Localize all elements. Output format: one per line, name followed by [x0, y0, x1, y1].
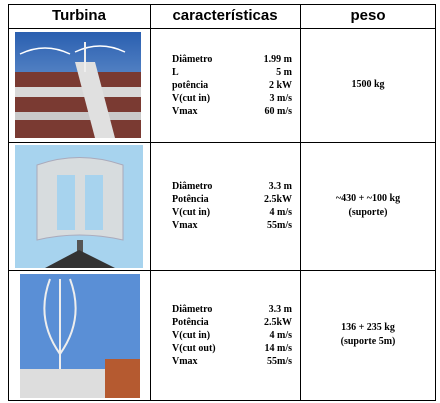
peso-line: 136 + 235 kg	[341, 322, 395, 333]
characteristic-label: potência	[172, 79, 209, 91]
characteristic-value: 3.3 m	[268, 181, 292, 192]
characteristic-value: 3.3 m	[268, 303, 292, 315]
characteristic-row: Diâmetro 3.3 m	[172, 303, 292, 316]
characteristic-label: Diâmetro	[172, 53, 213, 65]
turbine-photo	[15, 145, 143, 268]
peso-line: ~430 + ~100 kg	[335, 193, 401, 204]
header-cell: Turbina	[52, 7, 106, 24]
characteristic-row: Diâmetro 1.99 m	[172, 53, 292, 66]
characteristic-row: V(cut in) 3 m/s	[172, 92, 292, 105]
peso-cell: 1500 kg	[300, 78, 436, 92]
border	[150, 4, 151, 401]
turbine-photo	[15, 32, 141, 138]
characteristic-label: Diâmetro	[172, 181, 213, 192]
characteristic-label: Potência	[172, 316, 209, 328]
border	[8, 4, 436, 5]
characteristic-label: Vmax	[172, 105, 198, 117]
characteristic-value: 4 m/s	[269, 207, 293, 218]
peso-line: (suporte)	[348, 207, 388, 218]
characteristic-value: 2.5kW	[263, 194, 292, 205]
characteristic-label: V(cut in)	[172, 92, 211, 104]
characteristic-value: 5 m	[276, 66, 292, 78]
characteristic-label: Vmax	[172, 355, 198, 367]
border	[8, 4, 9, 401]
characteristic-value: 55m/s	[267, 220, 292, 231]
characteristic-value: 1.99 m	[263, 53, 292, 65]
characteristic-row: Vmax 55m/s	[172, 355, 292, 368]
characteristic-row: L 5 m	[172, 66, 292, 79]
characteristic-label: V(cut in)	[172, 329, 211, 341]
characteristic-label: L	[172, 66, 179, 78]
characteristic-label: V(cut out)	[172, 342, 216, 354]
characteristics-cell: Diâmetro 1.99 m L 5 m potência 2 kW V(cut in) 3…	[172, 53, 292, 118]
header-cell: características	[172, 7, 278, 24]
characteristic-row: Diâmetro 3.3 m	[172, 180, 292, 193]
characteristic-value: 14 m/s	[264, 342, 293, 354]
characteristic-row: Potência 2.5kW	[172, 316, 292, 329]
characteristic-value: 3 m/s	[269, 92, 293, 104]
border	[435, 4, 436, 401]
characteristic-row: Potência 2.5kW	[172, 193, 292, 206]
characteristic-value: 4 m/s	[269, 329, 293, 341]
characteristic-row: V(cut out) 14 m/s	[172, 342, 292, 355]
characteristics-cell: Diâmetro 3.3 m Potência 2.5kW V(cut in) 4 m/s…	[172, 180, 292, 232]
characteristic-row: V(cut in) 4 m/s	[172, 206, 292, 219]
characteristic-row: Vmax 55m/s	[172, 219, 292, 232]
peso-cell: ~430 + ~100 kg (suporte)	[300, 192, 436, 220]
border	[8, 28, 436, 29]
characteristic-label: Diâmetro	[172, 303, 213, 315]
characteristic-value: 55m/s	[267, 355, 292, 367]
peso-line: 1500 kg	[351, 79, 385, 90]
characteristic-label: V(cut in)	[172, 207, 211, 218]
border	[8, 142, 436, 143]
characteristic-value: 2 kW	[268, 79, 292, 91]
turbine-photo	[20, 274, 140, 398]
border	[8, 270, 436, 271]
peso-line: (suporte 5m)	[340, 336, 396, 347]
characteristic-label: Potência	[172, 194, 209, 205]
border	[300, 4, 301, 401]
characteristics-cell: Diâmetro 3.3 m Potência 2.5kW V(cut in) 4 m/s…	[172, 303, 292, 368]
characteristic-row: potência 2 kW	[172, 79, 292, 92]
characteristic-value: 60 m/s	[264, 105, 293, 117]
peso-cell: 136 + 235 kg (suporte 5m)	[300, 321, 436, 349]
characteristic-value: 2.5kW	[263, 316, 292, 328]
characteristic-label: Vmax	[172, 220, 198, 231]
characteristic-row: Vmax 60 m/s	[172, 105, 292, 118]
header-cell: peso	[350, 7, 386, 24]
border	[8, 400, 436, 401]
characteristic-row: V(cut in) 4 m/s	[172, 329, 292, 342]
